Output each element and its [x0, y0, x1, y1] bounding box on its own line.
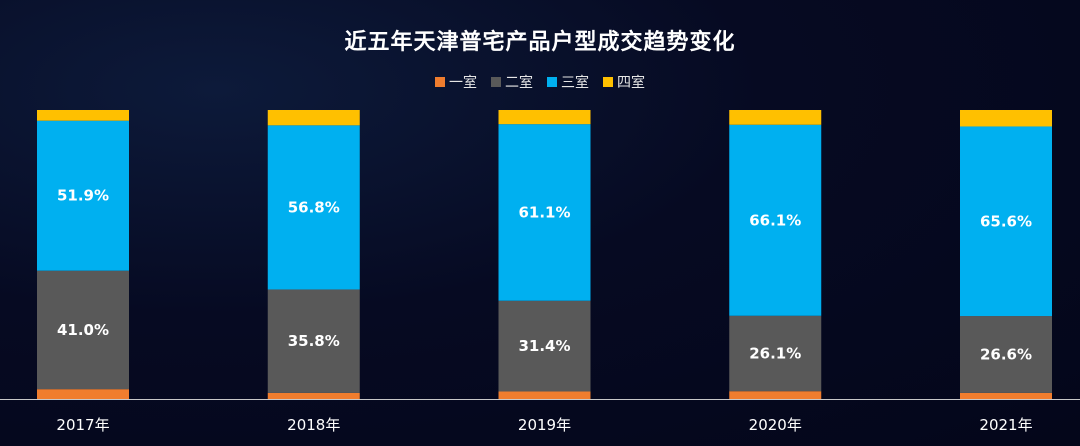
data-label-3-3: 61.1%: [518, 203, 570, 221]
bar-1-1[interactable]: [37, 389, 129, 399]
bar-2-5[interactable]: [960, 316, 1052, 393]
x-tick-label-5: 2021年: [979, 416, 1032, 434]
data-label-3-1: 51.9%: [57, 187, 109, 205]
bar-4-2[interactable]: [267, 110, 360, 126]
legend-label-2: 二室: [505, 75, 533, 91]
data-label-3-2: 56.8%: [288, 198, 340, 216]
legend-item-1[interactable]: 一室: [435, 72, 477, 92]
legend-label-3: 三室: [561, 75, 589, 91]
bar-2-1[interactable]: [37, 270, 129, 390]
bar-3-3[interactable]: [498, 124, 591, 301]
legend-label-4: 四室: [617, 75, 645, 91]
bar-3-4[interactable]: [729, 124, 822, 316]
bar-1-4[interactable]: [729, 391, 822, 399]
data-label-2-2: 35.8%: [288, 332, 340, 350]
legend-item-4[interactable]: 四室: [603, 72, 645, 92]
bar-1-5[interactable]: [960, 392, 1052, 399]
data-label-2-3: 31.4%: [518, 337, 570, 355]
x-tick-label-1: 2017年: [56, 416, 109, 434]
data-label-3-5: 65.6%: [980, 212, 1032, 230]
bar-2-2[interactable]: [267, 289, 360, 393]
legend-item-2[interactable]: 二室: [491, 72, 533, 92]
bar-4-3[interactable]: [498, 110, 591, 125]
bar-4-4[interactable]: [729, 110, 822, 125]
bar-4-1[interactable]: [37, 110, 129, 121]
bar-1-2[interactable]: [267, 392, 360, 399]
legend-swatch-4: [603, 77, 613, 87]
bar-3-5[interactable]: [960, 126, 1052, 317]
bar-3-1[interactable]: [37, 120, 129, 271]
legend-label-1: 一室: [449, 75, 477, 91]
x-tick-label-3: 2019年: [518, 416, 571, 434]
data-label-2-5: 26.6%: [980, 345, 1032, 363]
legend-item-3[interactable]: 三室: [547, 72, 589, 92]
bar-1-3[interactable]: [498, 391, 591, 399]
data-label-3-4: 66.1%: [749, 211, 801, 229]
x-tick-label-2: 2018年: [287, 416, 340, 434]
legend-swatch-2: [491, 77, 501, 87]
x-tick-label-4: 2020年: [749, 416, 802, 434]
bar-2-4[interactable]: [729, 315, 822, 392]
chart-title: 近五年天津普宅产品户型成交趋势变化: [344, 30, 736, 55]
bar-4-5[interactable]: [960, 110, 1052, 127]
chart-legend: 一室 二室 三室 四室: [0, 72, 1080, 92]
bar-2-3[interactable]: [498, 300, 591, 392]
data-label-2-1: 41.0%: [57, 321, 109, 339]
legend-swatch-1: [435, 77, 445, 87]
legend-swatch-3: [547, 77, 557, 87]
data-label-2-4: 26.1%: [749, 344, 801, 362]
bar-3-2[interactable]: [267, 125, 360, 290]
